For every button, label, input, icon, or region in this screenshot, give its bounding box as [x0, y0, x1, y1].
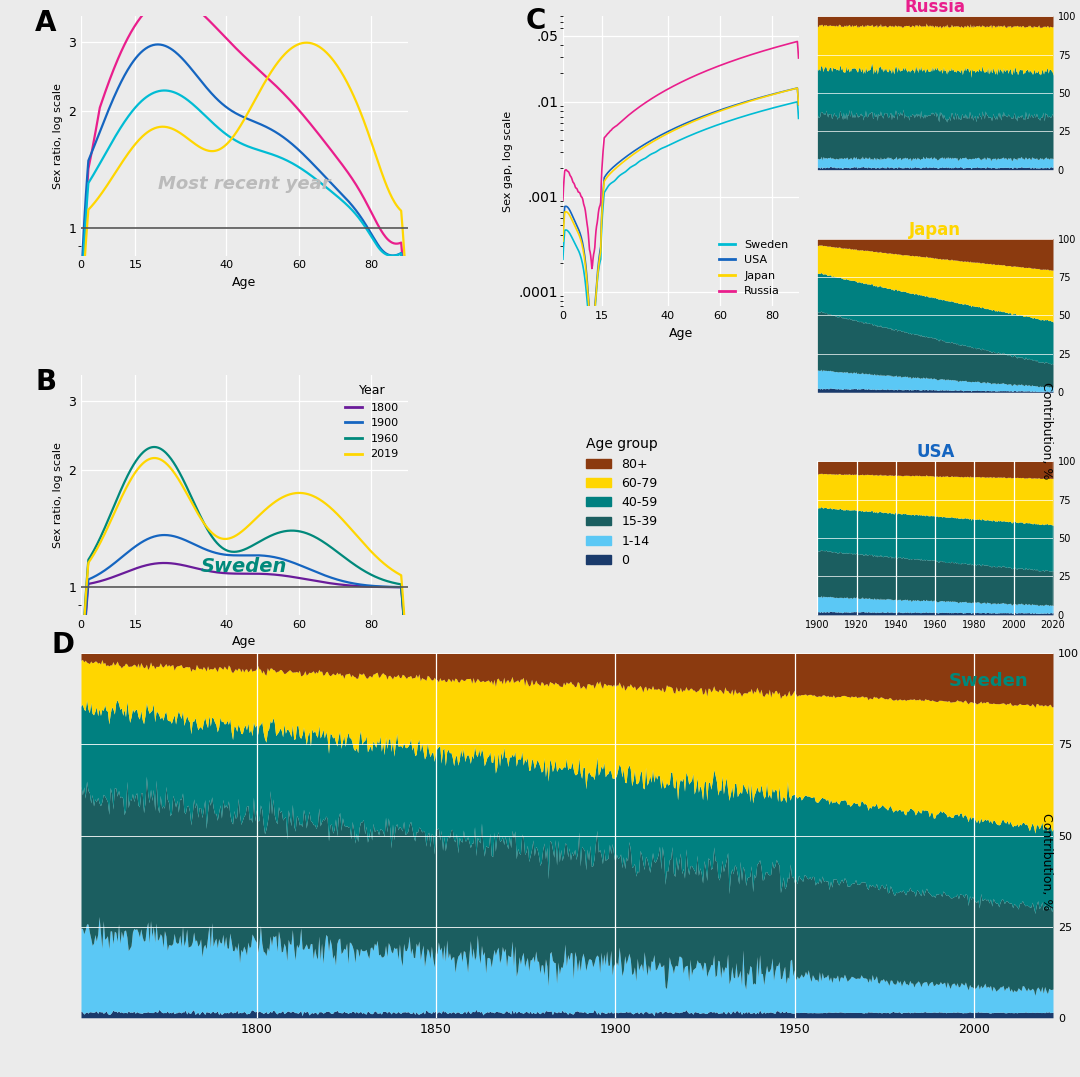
Text: C: C — [525, 8, 545, 36]
Text: Most recent year: Most recent year — [158, 174, 330, 193]
Text: A: A — [36, 9, 57, 37]
X-axis label: Age: Age — [232, 276, 256, 289]
Title: Japan: Japan — [909, 221, 961, 239]
Y-axis label: Sex gap, log scale: Sex gap, log scale — [503, 111, 513, 212]
Title: Russia: Russia — [905, 0, 966, 16]
Legend: 1800, 1900, 1960, 2019: 1800, 1900, 1960, 2019 — [341, 381, 402, 463]
Text: D: D — [52, 631, 75, 659]
Legend: Sweden, USA, Japan, Russia: Sweden, USA, Japan, Russia — [714, 235, 793, 300]
Y-axis label: Sex ratio, log scale: Sex ratio, log scale — [53, 443, 63, 548]
Text: Contribution, %: Contribution, % — [1040, 382, 1053, 479]
Legend: 80+, 60-79, 40-59, 15-39, 1-14, 0: 80+, 60-79, 40-59, 15-39, 1-14, 0 — [581, 432, 663, 572]
X-axis label: Age: Age — [232, 635, 256, 648]
X-axis label: Age: Age — [669, 326, 693, 340]
Text: Contribution, %: Contribution, % — [1040, 813, 1053, 910]
Text: Sweden: Sweden — [201, 558, 287, 576]
Text: B: B — [36, 368, 56, 396]
Y-axis label: Sex ratio, log scale: Sex ratio, log scale — [53, 83, 63, 188]
Text: Sweden: Sweden — [949, 672, 1028, 689]
Title: USA: USA — [916, 443, 955, 461]
